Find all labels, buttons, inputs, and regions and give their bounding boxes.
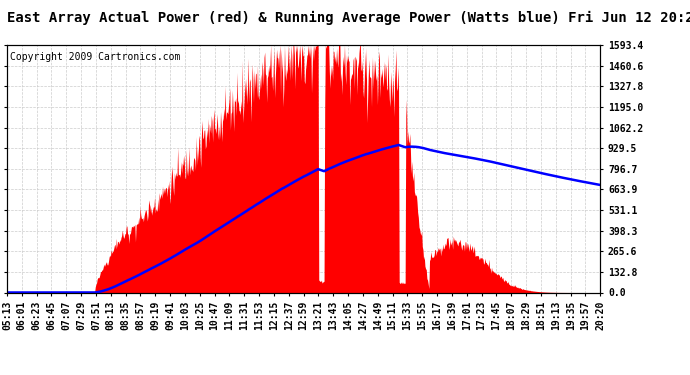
Text: Copyright 2009 Cartronics.com: Copyright 2009 Cartronics.com [10,53,180,62]
Text: East Array Actual Power (red) & Running Average Power (Watts blue) Fri Jun 12 20: East Array Actual Power (red) & Running … [7,11,690,26]
